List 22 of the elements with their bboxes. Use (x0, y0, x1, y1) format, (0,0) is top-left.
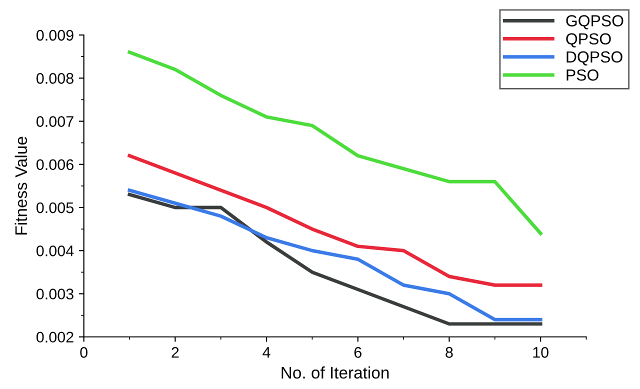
y-tick-label: 0.005 (36, 202, 74, 214)
x-tick-label: 0 (80, 347, 88, 358)
legend-label: PSO (566, 69, 598, 81)
y-axis-title: Fitness Value (14, 136, 28, 234)
y-tick-label: 0.004 (36, 245, 74, 256)
y-tick-label: 0.007 (36, 116, 74, 127)
x-tick-label: 6 (354, 347, 362, 358)
x-tick-label: 8 (446, 347, 453, 358)
y-tick-label: 0.008 (36, 73, 74, 84)
y-tick-label: 0.009 (36, 30, 74, 41)
line-series (128, 154, 542, 287)
x-axis-title: No. of Iteration (282, 366, 389, 379)
x-tick-label: 2 (172, 347, 179, 358)
x-tick-label: 10 (533, 347, 548, 358)
y-tick-label: 0.006 (36, 159, 74, 170)
legend-label: DQPSO (566, 51, 622, 66)
line-series (128, 50, 542, 236)
x-tick-label: 4 (262, 347, 270, 358)
y-tick-label: 0.003 (36, 288, 74, 300)
y-tick-label: 0.002 (36, 332, 74, 343)
legend-label: QPSO (566, 33, 611, 48)
legend-label: GQPSO (566, 15, 624, 30)
